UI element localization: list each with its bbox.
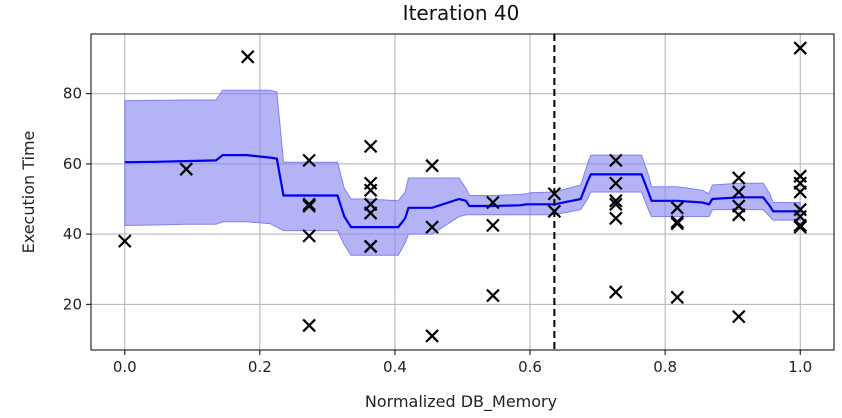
x-tick-label: 0.8 (653, 358, 677, 376)
x-axis-label: Normalized DB_Memory (365, 392, 557, 412)
observation-marker (486, 288, 500, 303)
observation-marker (363, 206, 378, 220)
observation-marker (240, 50, 255, 64)
y-axis-ticks: 20 40 60 80 (63, 85, 91, 313)
chart-title: Iteration 40 (403, 1, 520, 25)
observation-marker (486, 195, 500, 210)
observation-marker (547, 204, 562, 219)
observation-marker (302, 318, 316, 333)
observation-marker (793, 41, 808, 55)
observation-marker (547, 186, 562, 201)
observation-marker (670, 290, 685, 305)
observation-marker (609, 193, 623, 208)
observation-marker (731, 185, 746, 199)
observation-marker (609, 176, 623, 191)
y-tick-label: 40 (63, 225, 82, 243)
x-tick-label: 0.6 (518, 358, 542, 376)
observation-marker (179, 162, 194, 176)
observation-marker (117, 234, 132, 248)
observation-marker (425, 329, 439, 343)
observation-marker (302, 153, 316, 168)
observation-marker (363, 183, 378, 198)
observation-marker (731, 208, 746, 222)
observation-points (117, 41, 808, 343)
observation-marker (670, 216, 685, 231)
mean-line (124, 154, 801, 229)
observation-marker (793, 218, 808, 233)
observation-marker (363, 239, 378, 254)
observation-marker (609, 153, 623, 168)
observation-marker (486, 218, 500, 233)
y-tick-label: 60 (63, 155, 82, 173)
observation-marker (302, 229, 316, 243)
observation-marker (425, 158, 439, 173)
observation-marker (425, 220, 439, 234)
x-axis-ticks: 0.0 0.2 0.4 0.6 0.8 1.0 (113, 350, 812, 376)
x-tick-label: 0.4 (383, 358, 407, 376)
y-tick-label: 80 (63, 85, 82, 103)
y-axis-label: Execution Time (19, 131, 38, 254)
observation-marker (731, 309, 746, 324)
observation-marker (609, 211, 623, 226)
observation-marker (609, 197, 623, 212)
observation-marker (302, 199, 316, 213)
y-tick-label: 20 (63, 295, 82, 313)
observation-marker (302, 197, 316, 212)
observation-marker (793, 220, 808, 234)
x-tick-label: 0.0 (113, 358, 137, 376)
observation-marker (609, 285, 623, 299)
observation-marker (670, 215, 685, 229)
plot-frame (90, 33, 835, 351)
observation-marker (793, 185, 808, 199)
x-tick-label: 0.2 (248, 358, 272, 376)
observation-marker (363, 139, 378, 154)
observation-marker (731, 171, 746, 185)
x-tick-label: 1.0 (788, 358, 812, 376)
observation-marker (670, 201, 685, 215)
confidence-band (124, 89, 801, 256)
